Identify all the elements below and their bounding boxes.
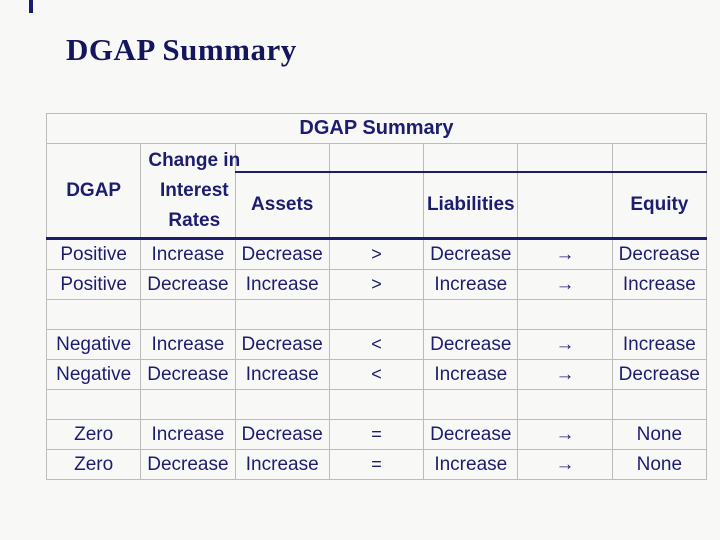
dgap-summary-table-wrapper: DGAP Summary DGAP Change in Interest Rat… [45, 113, 708, 480]
cell-dgap: Negative [45, 359, 142, 390]
header-spanner-rule [234, 171, 330, 173]
table-row-zero-decrease: Zero Decrease Increase = Increase → None [45, 449, 708, 480]
table-title-row: DGAP Summary [46, 113, 707, 144]
cell-equity: Decrease [611, 238, 708, 270]
header-liabilities: Liabilities [423, 143, 519, 240]
cell-assets: Decrease [234, 329, 330, 360]
cell-comparison-symbol: = [328, 419, 425, 450]
cell-liabilities: Increase [423, 359, 519, 390]
cell-comparison-symbol: > [328, 269, 425, 300]
header-spacer [330, 144, 423, 171]
cell-liabilities: Decrease [423, 329, 519, 360]
cell-change: Decrease [140, 359, 236, 390]
table-row-blank [45, 389, 708, 420]
right-arrow-icon: → [517, 238, 613, 270]
cell-equity: Decrease [611, 359, 708, 390]
cell-comparison-symbol: > [328, 238, 425, 270]
cell-dgap: Zero [45, 419, 142, 450]
cell-liabilities [423, 389, 519, 420]
header-assets: Assets [234, 143, 330, 240]
right-arrow-icon: → [517, 359, 613, 390]
cell-dgap: Positive [45, 238, 142, 270]
cell-equity: Increase [611, 269, 708, 300]
cell-change: Increase [140, 329, 236, 360]
cell-assets [234, 389, 330, 420]
cell-liabilities: Decrease [423, 419, 519, 450]
cell-equity [611, 299, 708, 330]
table-row-negative-increase: Negative Increase Decrease < Decrease → … [45, 329, 708, 360]
right-arrow-icon: → [517, 449, 613, 480]
right-arrow-icon: → [517, 329, 613, 360]
cell-comparison-symbol [328, 389, 425, 420]
cell-comparison-symbol: < [328, 359, 425, 390]
cell-dgap [45, 299, 142, 330]
header-spacer [424, 144, 517, 171]
header-equity-label: Equity [630, 194, 689, 215]
cell-assets: Increase [234, 359, 330, 390]
slide-edge-mark [29, 0, 33, 13]
header-spanner-rule [611, 171, 707, 173]
cell-change [140, 389, 236, 420]
table-header-row: DGAP Change in Interest Rates Assets [45, 143, 708, 240]
cell-dgap: Negative [45, 329, 142, 360]
cell-change: Increase [140, 419, 236, 450]
cell-comparison-symbol: = [328, 449, 425, 480]
table-row-positive-decrease: Positive Decrease Increase > Increase → … [45, 269, 708, 300]
header-spanner-rule [328, 171, 425, 173]
cell-equity: None [611, 419, 708, 450]
header-arrow-label [518, 173, 611, 237]
cell-change [140, 299, 236, 330]
cell-assets: Increase [234, 449, 330, 480]
header-assets-label: Assets [251, 194, 314, 215]
header-liabilities-label: Liabilities [426, 194, 515, 215]
dgap-summary-table: DGAP Summary DGAP Change in Interest Rat… [45, 113, 708, 480]
header-spanner-rule [423, 171, 519, 173]
cell-change: Decrease [140, 449, 236, 480]
cell-dgap [45, 389, 142, 420]
header-arrow-column [517, 143, 613, 240]
cell-equity: None [611, 449, 708, 480]
cell-assets: Decrease [234, 419, 330, 450]
cell-liabilities [423, 299, 519, 330]
cell-liabilities: Increase [423, 269, 519, 300]
table-row-positive-increase: Positive Increase Decrease > Decrease → … [45, 238, 708, 270]
header-spanner-rule [517, 171, 613, 173]
cell-equity: Increase [611, 329, 708, 360]
cell-equity [611, 389, 708, 420]
header-spacer [518, 144, 611, 171]
cell-dgap: Zero [45, 449, 142, 480]
cell-change: Decrease [140, 269, 236, 300]
cell-arrow [517, 299, 613, 330]
cell-arrow [517, 389, 613, 420]
right-arrow-icon: → [517, 419, 613, 450]
cell-comparison-symbol [328, 299, 425, 330]
cell-assets [234, 299, 330, 330]
cell-liabilities: Decrease [423, 238, 519, 270]
header-comparison-label [330, 173, 423, 237]
table-row-negative-decrease: Negative Decrease Increase < Increase → … [45, 359, 708, 390]
cell-liabilities: Increase [423, 449, 519, 480]
cell-dgap: Positive [45, 269, 142, 300]
header-comparison-column [328, 143, 425, 240]
cell-change: Increase [140, 238, 236, 270]
header-change-in-interest-rates: Change in Interest Rates [140, 143, 240, 240]
table-row-blank [45, 299, 708, 330]
header-spacer [236, 144, 329, 171]
table-title: DGAP Summary [46, 113, 707, 144]
header-equity: Equity [611, 143, 708, 240]
table-row-zero-increase: Zero Increase Decrease = Decrease → None [45, 419, 708, 450]
right-arrow-icon: → [517, 269, 613, 300]
cell-assets: Decrease [234, 238, 330, 270]
header-dgap: DGAP [45, 143, 142, 240]
cell-comparison-symbol: < [328, 329, 425, 360]
header-spacer [613, 144, 706, 171]
header-change-label: Change in Interest Rates [148, 149, 241, 231]
slide-title: DGAP Summary [66, 32, 297, 67]
cell-assets: Increase [234, 269, 330, 300]
